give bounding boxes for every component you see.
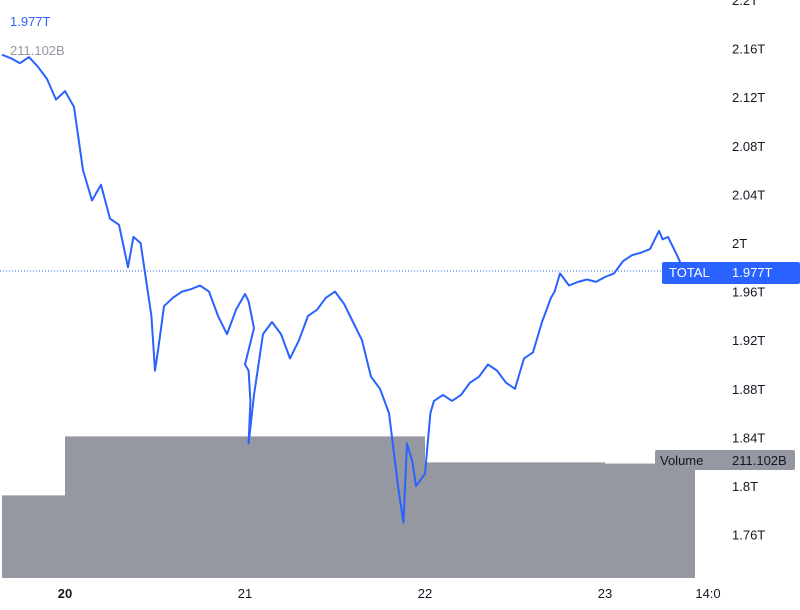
price-badge-background	[662, 262, 800, 284]
y-tick-label: 2T	[732, 236, 747, 251]
volume-bar	[425, 462, 605, 578]
y-tick-label: 1.88T	[732, 382, 765, 397]
y-tick-label: 1.92T	[732, 333, 765, 348]
volume-badge-label: Volume	[660, 453, 703, 468]
price-badge: TOTAL 1.977T	[662, 262, 800, 284]
price-badge-value: 1.977T	[732, 265, 773, 280]
y-tick-label: 1.84T	[732, 430, 765, 445]
volume-badge: Volume 211.102B	[655, 450, 795, 470]
y-tick-label: 1.8T	[732, 479, 758, 494]
x-tick-label: 14:0	[695, 586, 720, 601]
volume-bar	[1, 495, 65, 578]
x-axis[interactable]: 20 21 22 23 14:0	[58, 586, 721, 601]
y-tick-label: 2.12T	[732, 90, 765, 105]
volume-badge-value: 211.102B	[732, 453, 787, 468]
y-tick-label: 2.2T	[732, 0, 758, 8]
volume-bar	[605, 463, 695, 578]
x-tick-label: 20	[58, 586, 72, 601]
volume-series	[1, 436, 695, 578]
x-tick-label: 22	[418, 586, 432, 601]
legend-price-value: 1.977T	[10, 14, 51, 29]
volume-badge-background	[655, 450, 795, 470]
x-tick-label: 21	[238, 586, 252, 601]
price-badge-label: TOTAL	[669, 265, 710, 280]
volume-bar	[65, 436, 245, 578]
y-tick-label: 2.16T	[732, 42, 765, 57]
y-tick-label: 2.04T	[732, 187, 765, 202]
y-tick-label: 2.08T	[732, 139, 765, 154]
y-axis[interactable]: 1.76T 1.8T 1.84T 1.88T 1.92T 1.96T 2T 2.04T 2.08…	[732, 0, 765, 543]
volume-bar	[245, 436, 425, 578]
legend-volume-value: 211.102B	[10, 43, 65, 58]
x-tick-label: 23	[598, 586, 612, 601]
y-tick-label: 1.76T	[732, 528, 765, 543]
y-tick-label: 1.96T	[732, 285, 765, 300]
price-line	[1, 53, 687, 524]
